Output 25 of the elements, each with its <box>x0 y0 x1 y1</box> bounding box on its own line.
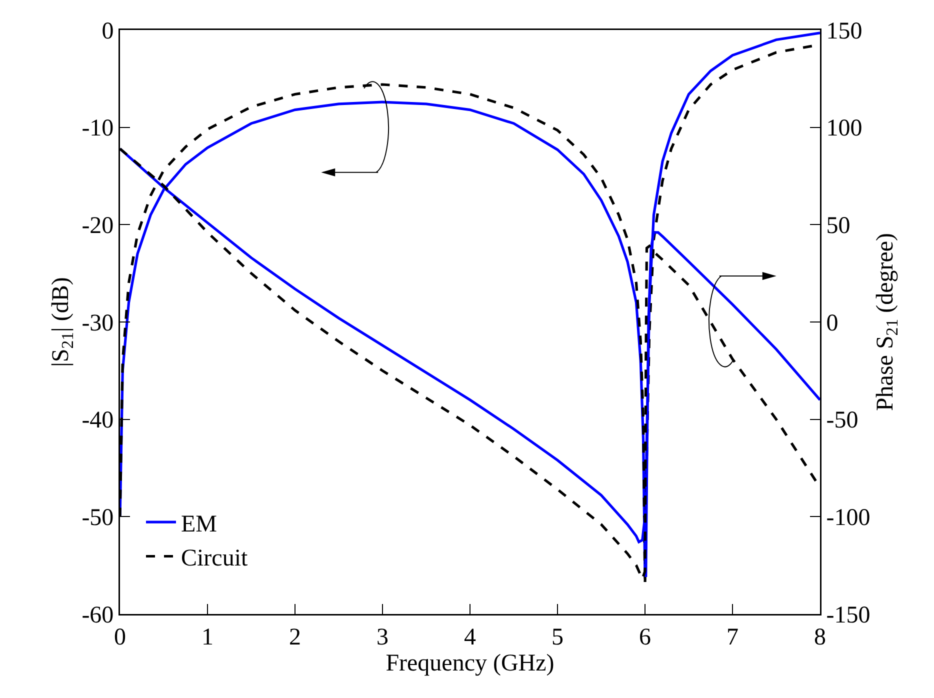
x-tick-label: 3 <box>376 624 388 650</box>
y-tick-label: -30 <box>82 310 114 336</box>
y-tick-label: 0 <box>102 18 114 44</box>
y2-tick-label: 50 <box>826 213 850 240</box>
x-tick-label: 8 <box>814 624 826 650</box>
y2-tick-label: -100 <box>826 505 870 532</box>
x-tick-label: 4 <box>464 624 476 650</box>
x-tick-label: 2 <box>289 624 301 650</box>
y2-tick-label: -50 <box>826 408 858 434</box>
x-tick-label: 7 <box>726 624 738 650</box>
y-tick-label: -20 <box>82 213 114 240</box>
y-tick-label: -10 <box>82 116 114 142</box>
y2-tick-label: 150 <box>826 18 862 44</box>
y2-tick-label: 0 <box>826 310 838 336</box>
x-tick-label: 5 <box>552 624 564 650</box>
x-tick-label: 6 <box>639 624 651 650</box>
legend-label: EM <box>181 511 217 538</box>
y-tick-label: -40 <box>82 408 114 434</box>
x-axis-title: Frequency (GHz) <box>386 650 554 676</box>
y2-tick-label: -150 <box>826 602 870 628</box>
y-tick-label: -60 <box>82 602 114 628</box>
y-tick-label: -50 <box>82 505 114 532</box>
x-tick-label: 1 <box>202 624 214 650</box>
legend-label: Circuit <box>181 546 248 572</box>
y2-tick-label: 100 <box>826 116 862 142</box>
